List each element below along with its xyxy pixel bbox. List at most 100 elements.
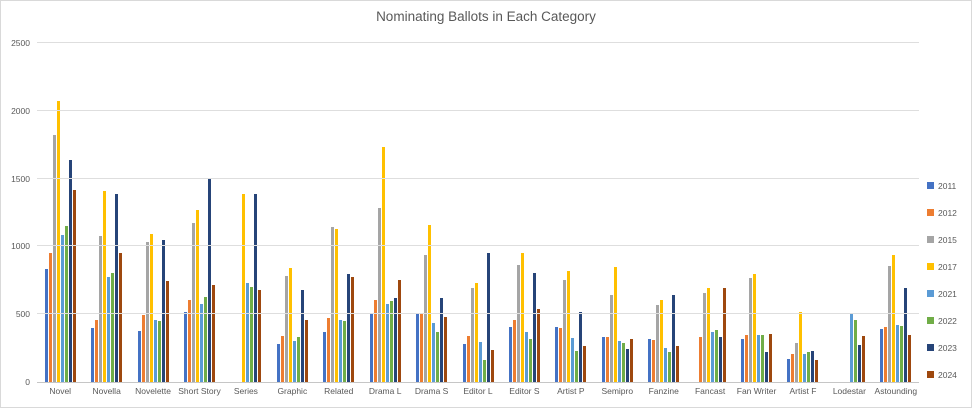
x-category-label-astounding: Astounding	[874, 386, 918, 396]
bar-2024	[397, 280, 401, 382]
bar-2012	[373, 299, 377, 382]
bar-2017	[288, 268, 292, 382]
bar-2012	[512, 319, 516, 382]
bar-2012	[605, 336, 609, 382]
bar-2012	[187, 299, 191, 382]
legend-swatch-icon	[927, 344, 934, 351]
bar-2023	[300, 289, 304, 382]
bar-2011	[323, 331, 327, 382]
bar-2024	[908, 335, 912, 382]
chart-title: Nominating Ballots in Each Category	[376, 9, 596, 24]
bar-2023	[347, 274, 351, 382]
bar-2011	[508, 327, 512, 382]
bar-2015	[795, 343, 799, 382]
x-category-label-drama-s: Drama S	[414, 386, 449, 396]
bar-2015	[749, 277, 753, 382]
bar-2023	[904, 287, 908, 382]
bar-2024	[444, 316, 448, 382]
bar-2021	[664, 348, 668, 382]
bar-2023	[393, 297, 397, 382]
bar-group-graphic	[269, 43, 315, 382]
y-tick-label-1000: 1000	[11, 241, 30, 252]
bar-2017	[149, 234, 153, 382]
bar-2022	[482, 359, 486, 382]
legend-label: 2021	[938, 288, 957, 299]
bar-2021	[896, 325, 900, 382]
bar-2012	[466, 335, 470, 382]
x-axis-line	[37, 382, 919, 383]
bar-2017	[195, 209, 199, 382]
bar-2022	[250, 287, 254, 382]
bar-group-fanzine	[640, 43, 686, 382]
bar-group-astounding	[873, 43, 919, 382]
bar-2015	[470, 287, 474, 382]
legend-swatch-icon	[927, 182, 934, 189]
bar-2011	[137, 331, 141, 382]
bar-group-editor-s	[501, 43, 547, 382]
bar-2012	[652, 339, 656, 382]
legend-swatch-icon	[927, 263, 934, 270]
bar-2023	[579, 311, 583, 382]
bar-2017	[753, 273, 757, 382]
bar-2021	[710, 331, 714, 382]
legend-label: 2017	[938, 261, 957, 272]
bar-2011	[601, 336, 605, 382]
legend-label: 2023	[938, 342, 957, 353]
x-category-label-editor-s: Editor S	[509, 386, 540, 396]
bar-2024	[676, 346, 680, 382]
bar-2021	[524, 331, 528, 382]
bar-2021	[478, 342, 482, 382]
bar-2022	[203, 296, 207, 382]
bar-2024	[769, 333, 773, 382]
bar-2023	[68, 160, 72, 382]
bar-2022	[64, 226, 68, 382]
bar-2012	[745, 334, 749, 382]
bar-2024	[258, 289, 262, 382]
bar-2023	[857, 344, 861, 382]
gridline-2000	[37, 109, 919, 111]
x-category-label-novelette: Novelette	[135, 386, 172, 396]
bar-2022	[761, 334, 765, 382]
bar-2012	[95, 319, 99, 382]
bar-2011	[416, 312, 420, 382]
bar-2021	[246, 283, 250, 382]
bar-2015	[702, 293, 706, 382]
gridline-1500	[37, 177, 919, 179]
bar-2017	[799, 311, 803, 382]
x-category-label-fanzine: Fanzine	[648, 386, 679, 396]
bar-2024	[119, 252, 123, 382]
bar-group-related	[316, 43, 362, 382]
bar-2011	[369, 313, 373, 382]
bar-2022	[807, 352, 811, 382]
bar-2021	[571, 337, 575, 382]
bar-2022	[621, 342, 625, 382]
x-category-label-series: Series	[233, 386, 258, 396]
y-tick-label-1500: 1500	[11, 173, 30, 184]
x-category-label-novel: Novel	[49, 386, 72, 396]
bar-2021	[385, 304, 389, 382]
bar-2023	[672, 295, 676, 382]
bar-2022	[343, 320, 347, 382]
x-category-label-editor-l: Editor L	[463, 386, 493, 396]
legend-item-2021: 2021	[927, 280, 957, 307]
x-category-label-fancast: Fancast	[694, 386, 726, 396]
bar-group-novelette	[130, 43, 176, 382]
bar-2017	[103, 191, 107, 382]
bar-group-drama-l	[362, 43, 408, 382]
legend-swatch-icon	[927, 371, 934, 378]
bar-group-editor-l	[455, 43, 501, 382]
bar-group-semipro	[594, 43, 640, 382]
bar-2022	[714, 330, 718, 382]
legend-item-2023: 2023	[927, 334, 957, 361]
bar-2017	[335, 229, 339, 382]
bar-2011	[648, 338, 652, 382]
bar-group-artist-p	[548, 43, 594, 382]
legend-item-2012: 2012	[927, 199, 957, 226]
x-category-label-graphic: Graphic	[277, 386, 308, 396]
bar-2012	[559, 327, 563, 382]
bar-2023	[718, 336, 722, 382]
bar-2011	[276, 344, 280, 382]
bar-2012	[141, 314, 145, 382]
bar-2012	[280, 335, 284, 382]
